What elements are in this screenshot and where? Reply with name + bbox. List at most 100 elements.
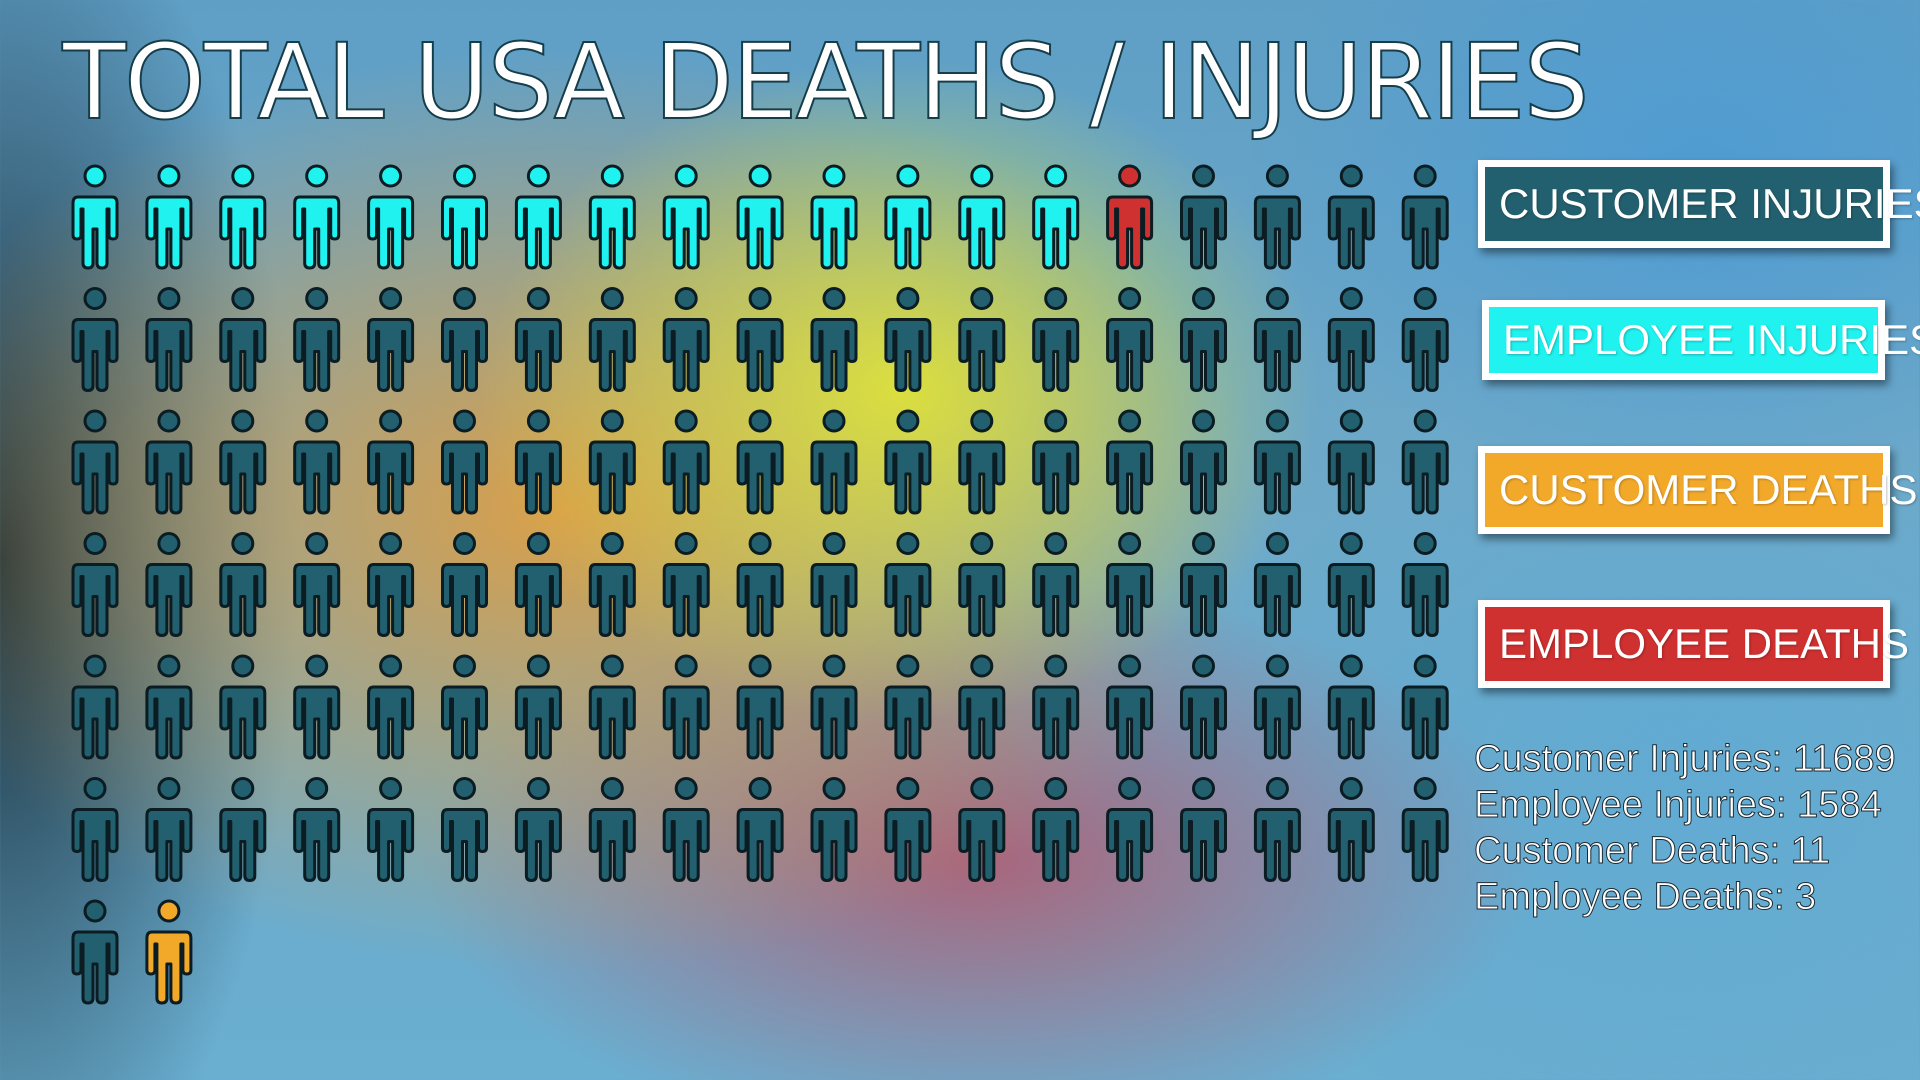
person-icon-customer-injuries [1327,777,1375,882]
legend-label: EMPLOYEE INJURIES [1503,316,1920,363]
person-icon-customer-injuries [1253,777,1301,882]
stat-value: 11 [1790,830,1831,873]
person-icon-customer-injuries [958,409,1006,515]
person-icon-customer-injuries [1180,532,1227,637]
person-icon-customer-injuries [1253,654,1301,760]
person-icon-customer-injuries [736,532,784,637]
person-icon-customer-injuries [662,287,710,392]
person-icon-customer-injuries [884,777,932,882]
person-icon-customer-injuries [293,654,341,760]
person-icon-customer-injuries [1401,409,1449,515]
person-icon-customer-injuries [71,287,119,392]
person-icon-customer-injuries [1180,287,1227,392]
person-icon-customer-injuries [736,409,784,515]
stat-label: Customer Injuries [1474,738,1773,781]
legend-customer-deaths: CUSTOMER DEATHS [1478,446,1917,534]
stat-label: Customer Deaths [1474,830,1771,873]
person-icon-customer-injuries [71,409,119,515]
person-icon-customer-injuries [1327,654,1375,760]
legend-label: CUSTOMER DEATHS [1499,466,1918,513]
person-icon-customer-injuries [1253,532,1301,637]
person-icon-customer-injuries [1401,777,1449,882]
person-icon-customer-injuries [958,287,1006,392]
person-icon-employee-injuries [588,164,636,270]
person-icon-customer-injuries [293,409,341,515]
stat-employee-injuries: Employee Injuries: 1584 [1473,784,1883,827]
person-icon-employee-injuries [293,164,341,270]
person-icon-customer-injuries [71,777,119,882]
person-icon-employee-injuries [884,164,932,270]
person-icon-customer-injuries [884,287,932,392]
person-icon-customer-injuries [293,532,341,637]
legend-employee-injuries: EMPLOYEE INJURIES [1482,300,1920,380]
stats-summary: Customer Injuries: 11689 Employee Injuri… [1473,736,1914,920]
person-icon-customer-injuries [736,654,784,760]
person-icon-customer-injuries [736,777,784,882]
person-icon-customer-injuries [884,654,932,760]
stat-value: 1584 [1797,784,1883,827]
person-icon-employee-injuries [514,164,562,270]
person-icon-customer-injuries [810,777,858,882]
person-icon-customer-injuries [810,532,858,637]
person-icon-employee-injuries [367,164,415,270]
person-icon-customer-injuries [514,777,562,882]
person-icon-employee-injuries [736,164,784,270]
person-icon-customer-injuries [662,409,710,515]
person-icon-customer-injuries [219,654,267,760]
person-icon-customer-injuries [884,532,932,637]
person-icon-customer-injuries [736,287,784,392]
person-icon-customer-injuries [810,409,858,515]
person-icon-customer-injuries [367,777,415,882]
person-icon-customer-injuries [1180,777,1227,882]
pictograph-figures [71,164,1449,1005]
person-icon-customer-injuries [219,777,267,882]
chart-title: TOTAL USA DEATHS / INJURIES [62,21,1591,143]
person-icon-customer-injuries [588,409,636,515]
stat-value: 11689 [1792,738,1896,781]
legend-label: CUSTOMER INJURIES [1499,180,1920,227]
person-icon-customer-injuries [514,532,562,637]
person-icon-customer-injuries [293,777,341,882]
person-icon-customer-injuries [367,654,415,760]
person-icon-customer-injuries [1180,654,1227,760]
legend-label: EMPLOYEE DEATHS [1499,620,1909,667]
person-icon-customer-injuries [71,654,119,760]
person-icon-employee-injuries [441,164,488,270]
person-icon-customer-injuries [810,287,858,392]
person-icon-customer-injuries [958,532,1006,637]
stat-label: Employee Injuries [1473,784,1777,827]
legend-employee-deaths: EMPLOYEE DEATHS [1478,600,1909,688]
person-icon-customer-injuries [219,409,267,515]
person-icon-employee-deaths [1106,164,1154,270]
person-icon-employee-injuries [1032,164,1080,270]
person-icon-employee-injuries [71,164,119,270]
person-icon-customer-injuries [514,287,562,392]
person-icon-customer-injuries [145,532,193,637]
person-icon-customer-injuries [662,654,710,760]
person-icon-customer-injuries [219,287,267,392]
person-icon-customer-injuries [588,287,636,392]
person-icon-customer-injuries [1401,164,1449,270]
person-icon-customer-injuries [662,532,710,637]
person-icon-customer-injuries [588,532,636,637]
person-icon-customer-injuries [1253,287,1301,392]
person-icon-customer-injuries [1327,532,1375,637]
person-icon-customer-injuries [588,777,636,882]
person-icon-employee-injuries [145,164,193,270]
person-icon-customer-injuries [71,532,119,637]
person-icon-customer-injuries [1327,287,1375,392]
person-icon-employee-injuries [810,164,858,270]
person-icon-customer-injuries [1032,532,1080,637]
person-icon-customer-injuries [588,654,636,760]
person-icon-customer-injuries [441,532,488,637]
person-icon-customer-injuries [293,287,341,392]
person-icon-customer-injuries [1032,777,1080,882]
person-icon-customer-injuries [1180,409,1227,515]
person-icon-customer-injuries [219,532,267,637]
person-icon-customer-injuries [1032,654,1080,760]
person-icon-customer-injuries [1106,532,1154,637]
person-icon-customer-injuries [514,654,562,760]
person-icon-employee-injuries [662,164,710,270]
person-icon-customer-injuries [145,287,193,392]
person-icon-customer-injuries [367,287,415,392]
